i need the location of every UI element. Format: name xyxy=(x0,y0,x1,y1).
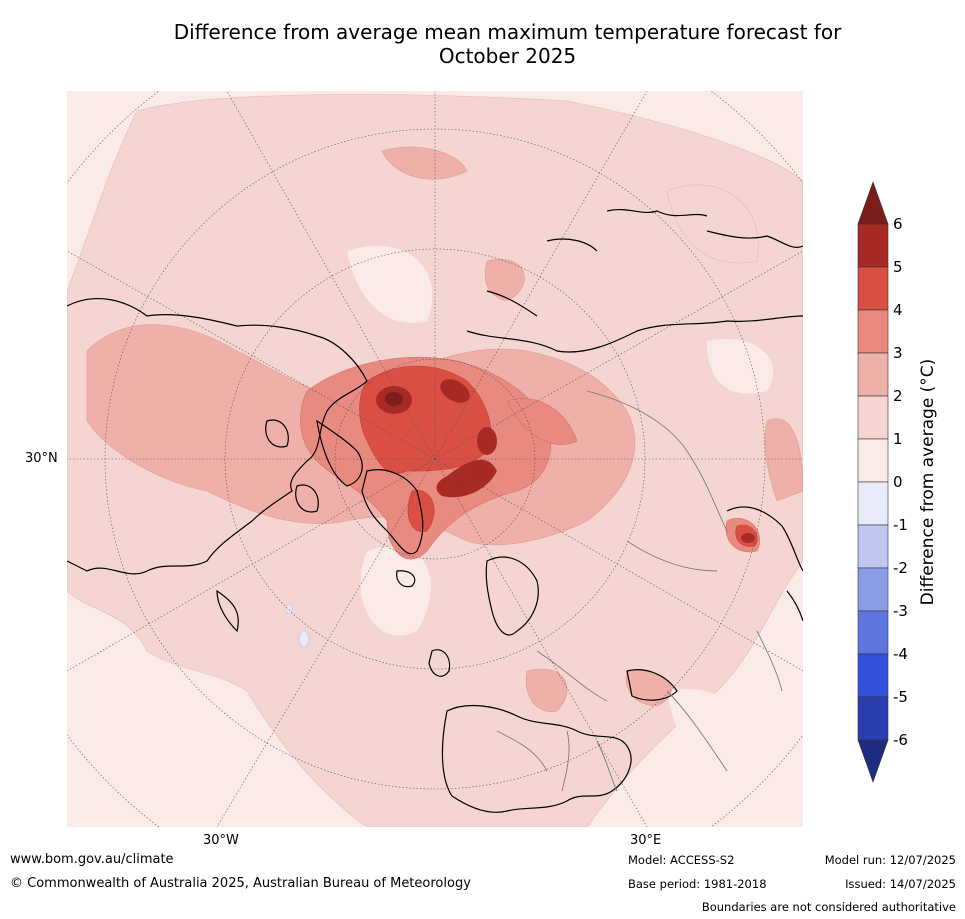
footer-website: www.bom.gov.au/climate xyxy=(10,852,174,867)
colorbar-tick-label: 2 xyxy=(893,387,903,405)
colorbar-tick-label: 0 xyxy=(893,473,903,491)
lat-label-30n: 30°N xyxy=(25,451,58,466)
colorbar-segment xyxy=(857,610,889,655)
lon-label-30e: 30°E xyxy=(630,833,662,848)
colorbar-extend-top xyxy=(857,181,889,225)
colorbar-segment xyxy=(857,223,889,268)
colorbar-tick-label: -3 xyxy=(893,602,908,620)
colorbar-tick-label: 6 xyxy=(893,215,903,233)
country-borders xyxy=(496,390,783,792)
anomaly-6-plus xyxy=(385,392,403,406)
colorbar-tick-label: -2 xyxy=(893,559,908,577)
colorbar-segment xyxy=(857,481,889,526)
graticule xyxy=(67,91,803,827)
colorbar-extend-bottom xyxy=(857,739,889,783)
colorbar-tick-label: 3 xyxy=(893,344,903,362)
colorbar-segment xyxy=(857,266,889,311)
colorbar-segments xyxy=(857,181,889,783)
footer-model-run: Model run: 12/07/2025 xyxy=(824,853,956,867)
chart-title: Difference from average mean maximum tem… xyxy=(60,20,955,68)
colorbar-segment xyxy=(857,438,889,483)
footer-model: Model: ACCESS-S2 xyxy=(628,853,735,867)
colorbar-segment xyxy=(857,352,889,397)
colorbar-tick-label: 1 xyxy=(893,430,903,448)
colorbar-tick-label: -4 xyxy=(893,645,908,663)
colorbar-segment xyxy=(857,395,889,440)
footer-issued: Issued: 14/07/2025 xyxy=(845,877,956,891)
map-svg xyxy=(67,91,803,827)
colorbar-tick-label: 5 xyxy=(893,258,903,276)
colorbar-tick-label: 4 xyxy=(893,301,903,319)
colorbar-label: Difference from average (°C) xyxy=(918,358,938,606)
colorbar-tick-label: -5 xyxy=(893,688,908,706)
colorbar-segment xyxy=(857,696,889,741)
footer-disclaimer: Boundaries are not considered authoritat… xyxy=(701,900,956,914)
colorbar-segment xyxy=(857,653,889,698)
anomaly-negative xyxy=(285,603,310,648)
title-line-1: Difference from average mean maximum tem… xyxy=(173,20,842,44)
colorbar-segment xyxy=(857,309,889,354)
colorbar-tick-label: -6 xyxy=(893,731,908,749)
forecast-map xyxy=(67,91,803,827)
coastlines xyxy=(67,208,803,813)
footer-copyright: © Commonwealth of Australia 2025, Austra… xyxy=(10,876,471,891)
title-line-2: October 2025 xyxy=(438,44,577,68)
anomaly-0-1-patches xyxy=(178,245,774,777)
anomaly-5-6 xyxy=(376,379,755,543)
colorbar-segment xyxy=(857,524,889,569)
lon-label-30w: 30°W xyxy=(203,833,239,848)
footer-base-period: Base period: 1981-2018 xyxy=(628,877,767,891)
colorbar-segment xyxy=(857,567,889,612)
colorbar xyxy=(857,181,889,783)
colorbar-tick-label: -1 xyxy=(893,516,908,534)
